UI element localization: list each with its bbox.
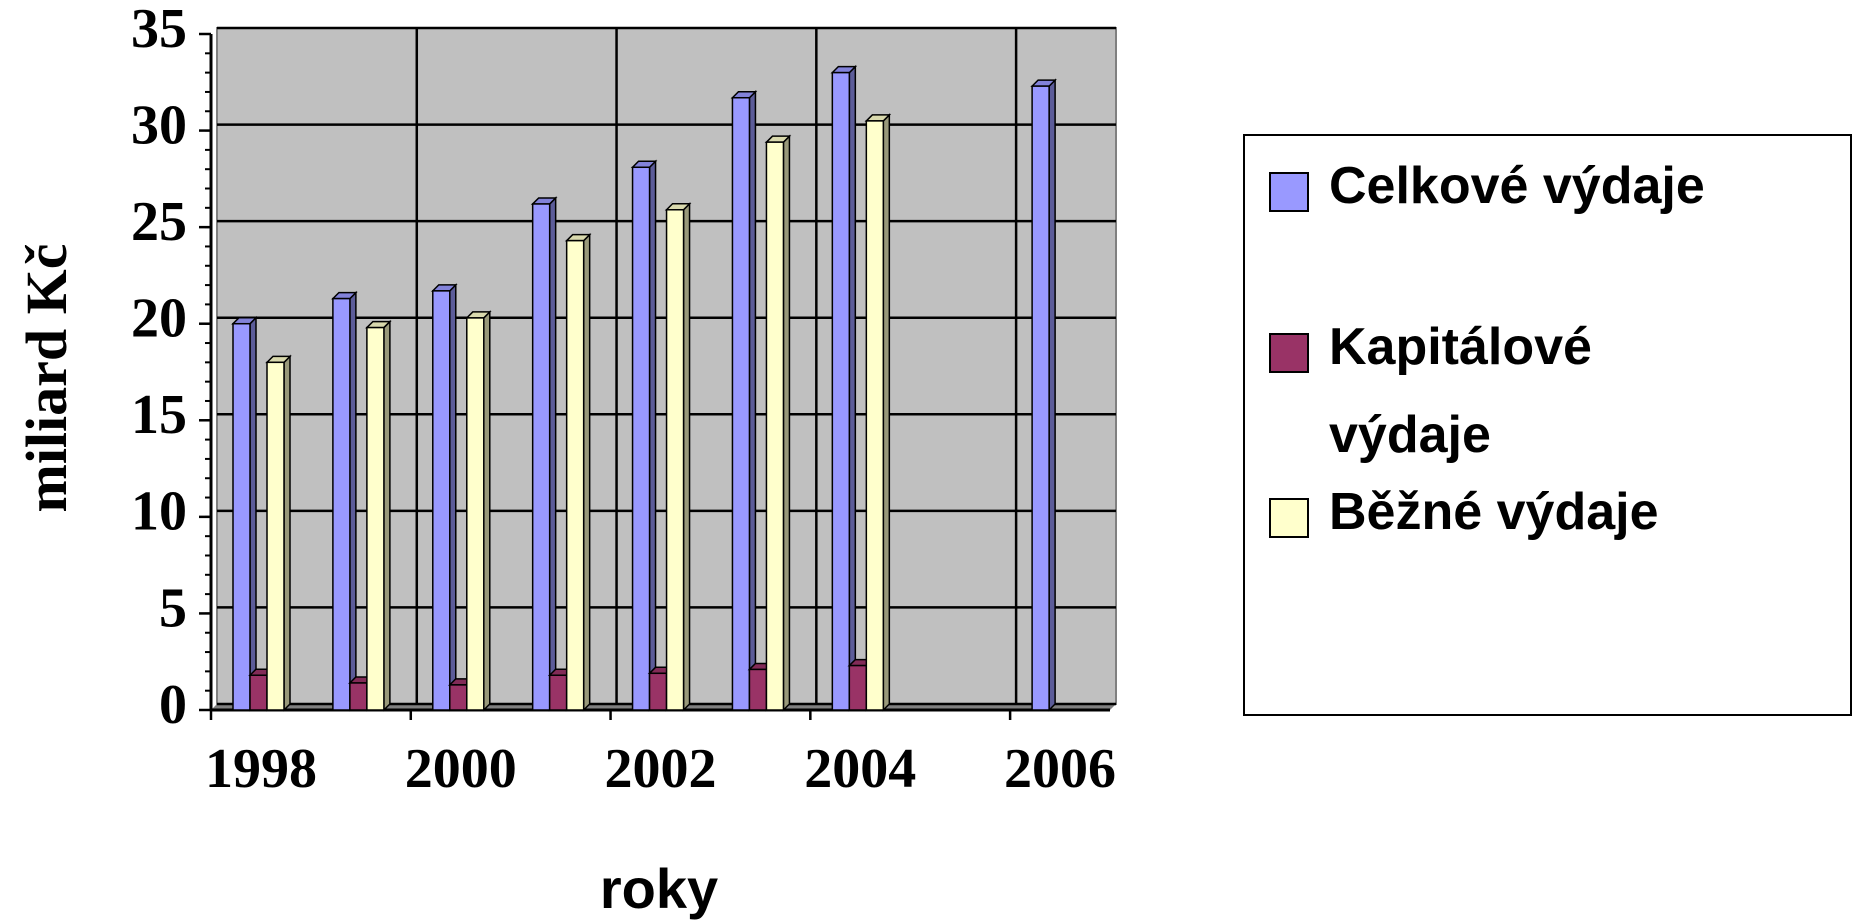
bar-side [848, 64, 857, 712]
bar [349, 682, 368, 711]
legend-item: Celkové výdaje [1269, 157, 1829, 230]
bar [548, 674, 568, 711]
bar-side [349, 290, 357, 712]
x-axis-title: roky [600, 857, 718, 920]
legend-swatch [1269, 172, 1309, 212]
bar-side [383, 319, 391, 712]
x-tick-label: 1998 [205, 738, 317, 800]
bar [765, 141, 785, 711]
bar [432, 290, 451, 711]
y-tick-label: 0 [159, 674, 187, 736]
bar-side [882, 113, 891, 712]
bar [831, 71, 851, 711]
x-tick-label: 2002 [605, 738, 717, 800]
bar [232, 322, 251, 711]
bar-side [449, 283, 457, 712]
bar-side [682, 201, 691, 712]
bar [648, 672, 668, 711]
legend-label: Celkové výdaje [1329, 157, 1705, 215]
legend-label: Běžné výdaje [1329, 483, 1659, 541]
bar-side [548, 196, 557, 712]
bar-side [748, 89, 757, 712]
bar-side [582, 232, 591, 712]
bar [631, 166, 651, 711]
bar-side [249, 315, 257, 712]
legend: Celkové výdaje Kapitálové výdaje Běžné výd… [1243, 134, 1852, 716]
legend-swatch [1269, 333, 1309, 373]
bar [466, 317, 485, 711]
x-tick-label: 2006 [1004, 738, 1116, 800]
bar [1031, 85, 1050, 711]
legend-item: Běžné výdaje [1269, 483, 1829, 556]
x-tick-label: 2004 [804, 738, 916, 800]
legend-swatch [1269, 498, 1309, 538]
bar [731, 96, 751, 711]
bar [332, 297, 351, 711]
bar [565, 239, 585, 711]
legend-item: Kapitálové výdaje [1269, 318, 1629, 479]
bar-side [483, 310, 491, 712]
bar [449, 684, 468, 711]
bar [249, 674, 268, 711]
y-tick-label: 35 [131, 0, 187, 60]
y-axis-title: miliard Kč [14, 243, 79, 512]
y-tick-label: 30 [131, 94, 187, 156]
bar [531, 203, 551, 711]
y-tick-label: 5 [159, 577, 187, 639]
y-tick-label: 25 [131, 191, 187, 253]
y-tick-label: 10 [131, 481, 187, 543]
bar [665, 209, 685, 711]
bar [848, 664, 868, 711]
bar-side [648, 159, 657, 712]
bar-side [283, 354, 291, 712]
y-tick-label: 20 [131, 288, 187, 350]
bar-side [782, 134, 791, 712]
y-tick-label: 15 [131, 384, 187, 446]
x-tick-label: 2000 [405, 738, 517, 800]
legend-label: Kapitálové výdaje [1329, 318, 1592, 464]
bar [366, 326, 385, 711]
bar [865, 120, 885, 711]
bar [748, 668, 768, 711]
bar-side [1048, 78, 1056, 712]
bar [266, 361, 285, 711]
